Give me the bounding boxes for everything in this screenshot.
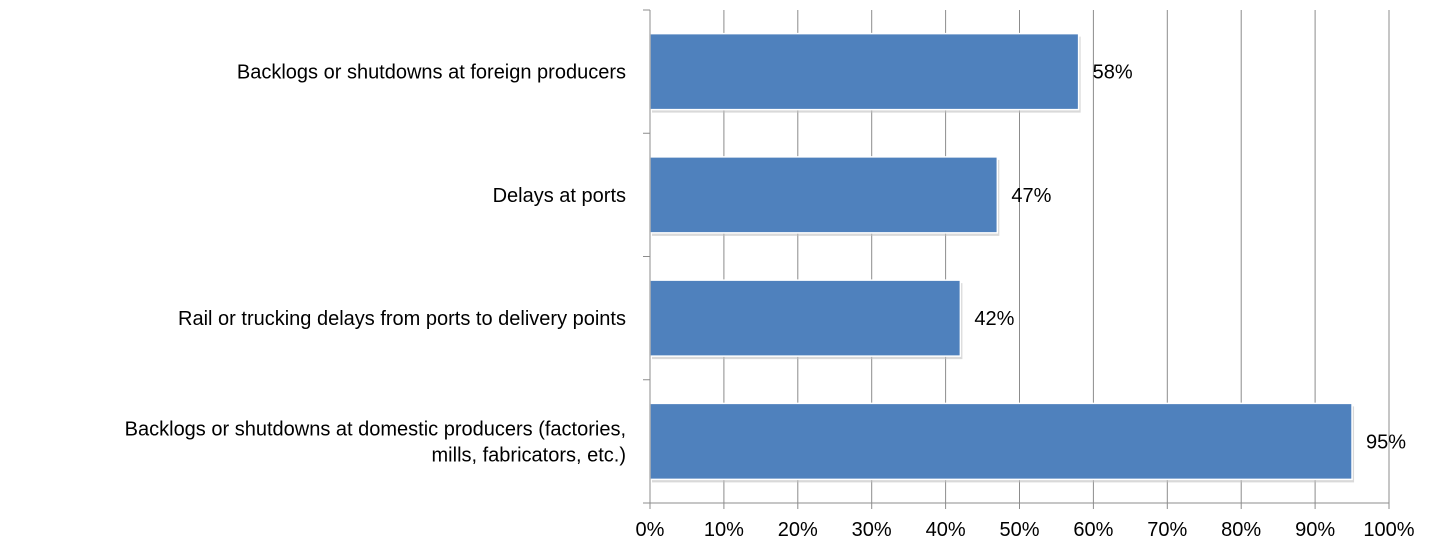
bar [650,157,997,233]
x-tick-label: 100% [1363,519,1414,541]
x-tick-label: 50% [999,519,1039,541]
x-tick-label: 10% [704,519,744,541]
x-tick-label: 20% [778,519,818,541]
category-label: Rail or trucking delays from ports to de… [178,308,626,330]
tick-labels: 0% 10% 20% 30% 40% 50% 60% 70% 80% 90% 100% [636,519,1415,541]
data-label: 58% [1093,62,1133,84]
data-labels: 58% 47% 42% 95% [974,62,1406,454]
category-labels: Backlogs or shutdowns at foreign produce… [125,62,626,467]
bar [650,280,960,356]
x-tick-label: 80% [1221,519,1261,541]
category-label: Backlogs or shutdowns at foreign produce… [237,62,626,84]
category-label: mills, fabricators, etc.) [432,444,626,466]
x-tick-label: 90% [1295,519,1335,541]
bar [650,34,1079,110]
bars [650,34,1354,483]
x-tick-label: 60% [1073,519,1113,541]
category-label: Backlogs or shutdowns at domestic produc… [125,418,626,440]
category-label: Delays at ports [493,185,626,207]
x-tick-label: 0% [636,519,665,541]
x-tick-label: 30% [852,519,892,541]
data-label: 95% [1366,431,1406,453]
x-tick-label: 70% [1147,519,1187,541]
x-tick-label: 40% [926,519,966,541]
data-label: 42% [974,308,1014,330]
data-label: 47% [1011,185,1051,207]
bar [650,403,1352,479]
